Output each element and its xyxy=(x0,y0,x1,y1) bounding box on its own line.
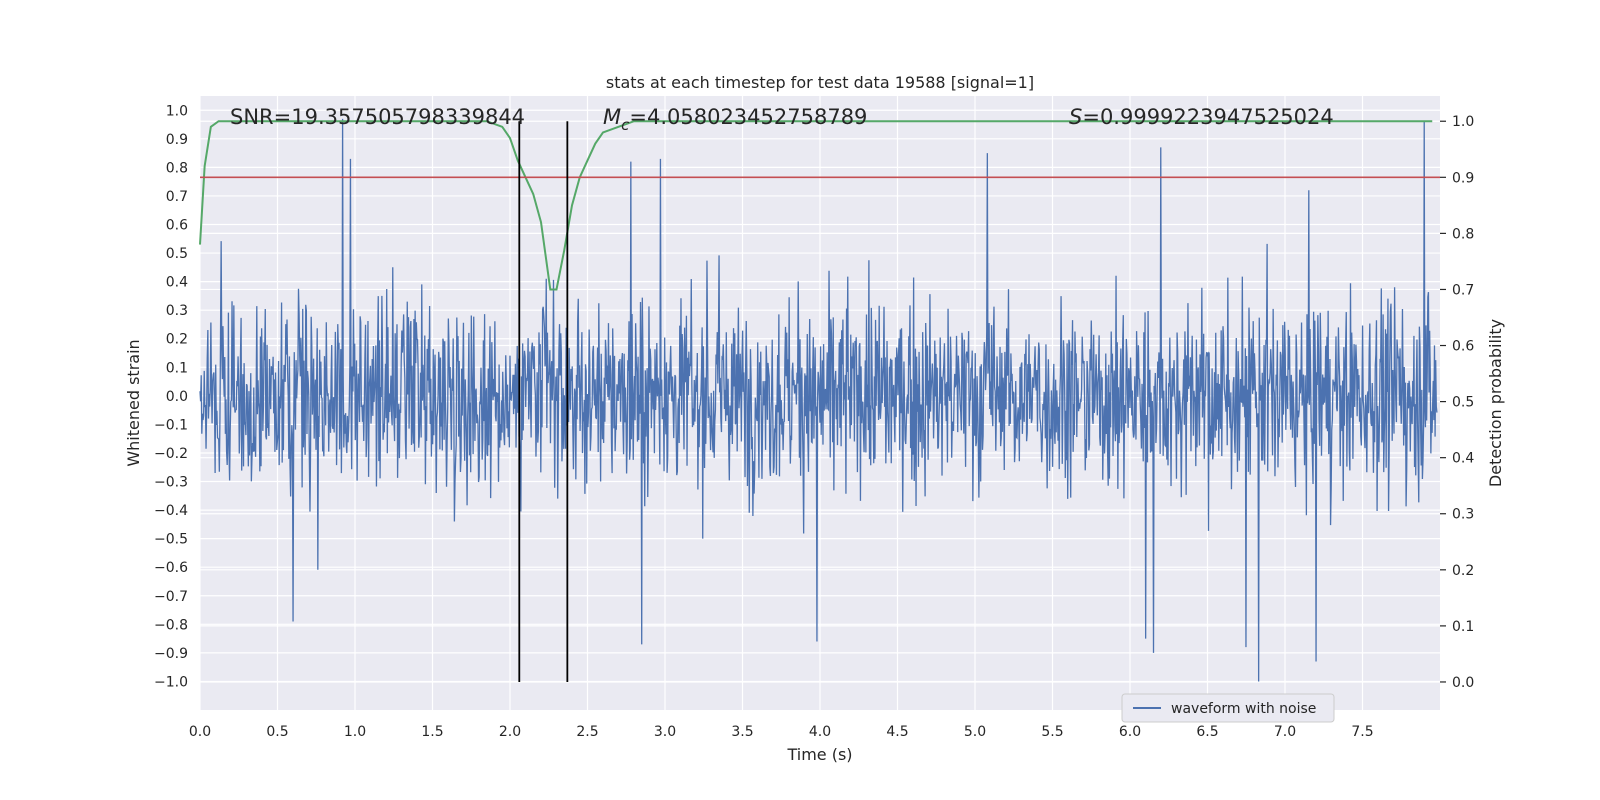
vertical-markers xyxy=(518,121,569,682)
y-axis-label: Whitened strain xyxy=(124,339,143,466)
x-tick-label: 1.5 xyxy=(421,724,443,740)
x-axis-label: Time (s) xyxy=(786,745,852,764)
waveform-line xyxy=(199,118,1438,682)
x-tick-label: 2.0 xyxy=(499,724,521,740)
y-tick-label: −0.1 xyxy=(154,417,188,433)
y2-tick-label: 1.0 xyxy=(1452,114,1474,130)
y-tick-label: −0.6 xyxy=(154,560,188,576)
y-tick-label: 0.5 xyxy=(166,246,188,262)
chart-title: stats at each timestep for test data 195… xyxy=(606,73,1034,92)
y2-tick-label: 0.9 xyxy=(1452,170,1474,186)
y-tick-label: −0.8 xyxy=(154,617,188,633)
x-tick-label: 6.5 xyxy=(1196,724,1218,740)
chirp-mass-symbol: M xyxy=(603,105,621,129)
chirp-mass-value: =4.058023452758789 xyxy=(629,105,867,129)
detection-probability-line xyxy=(199,120,1433,291)
y2-tick-label: 0.6 xyxy=(1452,339,1474,355)
y-tick-label: −0.9 xyxy=(154,646,188,662)
x-tick-label: 2.5 xyxy=(576,724,598,740)
s-annotation: S=0.9999223947525024 xyxy=(1069,105,1334,129)
y-tick-label: 0.8 xyxy=(166,160,188,176)
y-tick-label: 0.0 xyxy=(166,389,188,405)
x-tick-label: 4.5 xyxy=(886,724,908,740)
x-axis-ticks: 0.0 0.5 1.0 1.5 2.0 2.5 3.0 3.5 4.0 4.5 5.0 5.5 6.0 6… xyxy=(189,724,1374,740)
x-tick-label: 4.0 xyxy=(809,724,831,740)
legend-box xyxy=(1121,693,1335,723)
y-tick-label: −0.2 xyxy=(154,446,188,462)
y2-axis-ticks: 1.0 0.9 0.8 0.7 0.6 0.5 0.4 0.3 0.2 0.1 0.0 xyxy=(1440,114,1474,691)
y-tick-label: −1.0 xyxy=(154,674,188,690)
x-tick-label: 1.0 xyxy=(344,724,366,740)
x-tick-label: 0.5 xyxy=(266,724,288,740)
y2-tick-label: 0.8 xyxy=(1452,226,1474,242)
y2-tick-label: 0.2 xyxy=(1452,563,1474,579)
x-tick-label: 6.0 xyxy=(1119,724,1141,740)
x-tick-label: 7.0 xyxy=(1274,724,1296,740)
y2-tick-label: 0.0 xyxy=(1452,675,1474,691)
legend: waveform with noise xyxy=(1121,693,1335,723)
legend-label-waveform: waveform with noise xyxy=(1171,701,1316,717)
y2-tick-label: 0.3 xyxy=(1452,507,1474,523)
x-tick-label: 5.5 xyxy=(1041,724,1063,740)
snr-annotation: SNR=19.357505798339844 xyxy=(230,105,525,129)
y-tick-label: 1.0 xyxy=(166,103,188,119)
x-tick-label: 5.0 xyxy=(964,724,986,740)
y-tick-label: 0.1 xyxy=(166,360,188,376)
x-tick-label: 0.0 xyxy=(189,724,211,740)
chirp-mass-annotation: Mc=4.058023452758789 xyxy=(603,105,867,134)
y2-tick-label: 0.7 xyxy=(1452,282,1474,298)
y-tick-label: 0.2 xyxy=(166,332,188,348)
x-tick-label: 3.5 xyxy=(731,724,753,740)
waveform-series xyxy=(199,118,1438,682)
x-tick-label: 3.0 xyxy=(654,724,676,740)
y2-tick-label: 0.5 xyxy=(1452,395,1474,411)
y2-tick-label: 0.4 xyxy=(1452,451,1474,467)
y-tick-label: 0.3 xyxy=(166,303,188,319)
y-tick-label: 0.7 xyxy=(166,189,188,205)
s-value: =0.9999223947525024 xyxy=(1082,105,1333,129)
x-tick-label: 7.5 xyxy=(1351,724,1373,740)
y2-axis-label: Detection probability xyxy=(1486,319,1505,487)
y-tick-label: 0.9 xyxy=(166,132,188,148)
y2-tick-label: 0.1 xyxy=(1452,619,1474,635)
y-tick-label: −0.4 xyxy=(154,503,188,519)
y-axis-ticks: 1.0 0.9 0.8 0.7 0.6 0.5 0.4 0.3 0.2 0.1 0.0 −0.1 −0.… xyxy=(154,103,188,690)
y-tick-label: 0.6 xyxy=(166,218,188,234)
y-tick-label: −0.5 xyxy=(154,532,188,548)
y-tick-label: −0.3 xyxy=(154,475,188,491)
s-symbol: S xyxy=(1069,105,1082,129)
chirp-mass-subscript: c xyxy=(621,116,630,134)
y-tick-label: 0.4 xyxy=(166,275,188,291)
y-tick-label: −0.7 xyxy=(154,589,188,605)
